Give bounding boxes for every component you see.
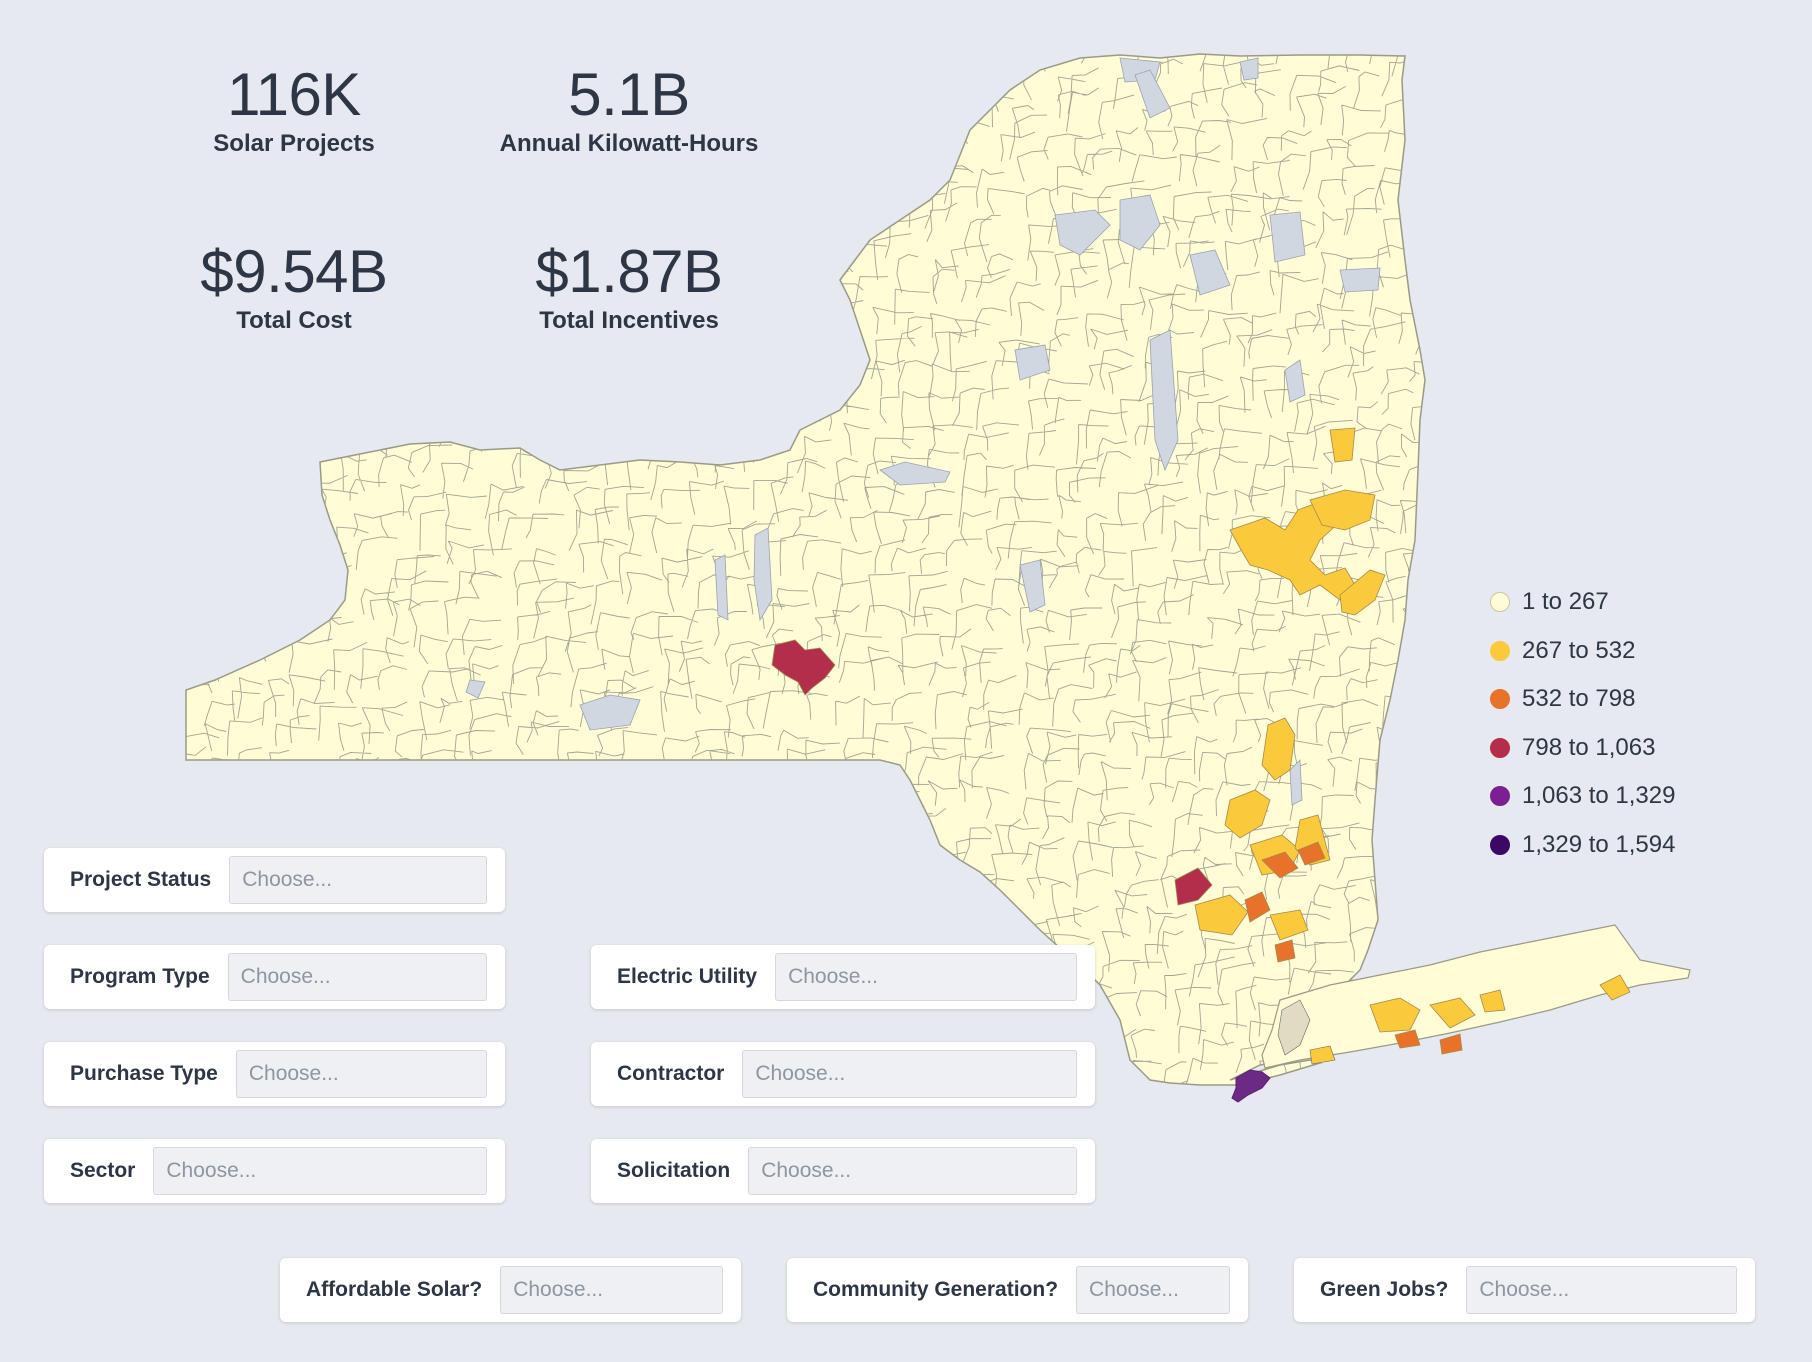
community-generation-select[interactable]: Choose...	[1076, 1266, 1230, 1314]
electric-utility-select[interactable]: Choose...	[775, 953, 1077, 1001]
stat-total-incentives: $1.87B Total Incentives	[459, 239, 799, 335]
water-bodies	[465, 57, 1381, 806]
region-267-532	[1261, 717, 1296, 781]
legend-swatch	[1490, 834, 1510, 855]
region-267-532	[1224, 789, 1271, 839]
filter-community-generation: Community Generation? Choose...	[787, 1258, 1248, 1322]
legend-item: 267 to 532	[1490, 627, 1675, 676]
choropleth-regions	[771, 427, 1631, 1055]
project-status-select[interactable]: Choose...	[229, 856, 487, 904]
stat-annual-kwh: 5.1B Annual Kilowatt-Hours	[459, 62, 799, 158]
filter-purchase-type: Purchase Type Choose...	[44, 1042, 505, 1106]
state-land	[185, 53, 1641, 1086]
stat-solar-projects: 116K Solar Projects	[124, 62, 464, 158]
region-532-798	[1394, 1029, 1421, 1049]
legend-label: 267 to 532	[1522, 636, 1636, 664]
stat-value: $1.87B	[535, 238, 723, 305]
stat-value: 116K	[227, 61, 361, 128]
legend-swatch	[1490, 737, 1510, 758]
filter-solicitation: Solicitation Choose...	[591, 1139, 1095, 1203]
legend-item: 1,329 to 1,594	[1490, 821, 1675, 870]
filter-label: Purchase Type	[70, 1062, 218, 1085]
filter-label: Project Status	[70, 868, 212, 891]
filter-label: Sector	[70, 1159, 136, 1182]
stat-total-cost: $9.54B Total Cost	[124, 239, 464, 335]
contractor-select[interactable]: Choose...	[742, 1050, 1077, 1098]
legend-item: 532 to 798	[1490, 675, 1675, 724]
region-798-1063	[1174, 867, 1213, 906]
sector-select[interactable]: Choose...	[153, 1147, 487, 1195]
filter-label: Green Jobs?	[1320, 1278, 1449, 1301]
region-267-532	[1269, 909, 1309, 941]
stat-value: 5.1B	[568, 61, 690, 128]
region-267-532	[1309, 489, 1376, 531]
region-532-798	[1244, 891, 1271, 923]
solicitation-select[interactable]: Choose...	[748, 1147, 1077, 1195]
filter-label: Community Generation?	[813, 1278, 1059, 1301]
legend-swatch	[1490, 786, 1510, 807]
legend-swatch	[1490, 689, 1510, 710]
legend-item: 798 to 1,063	[1490, 724, 1675, 773]
stat-label: Total Incentives	[539, 307, 719, 334]
region-532-798	[1297, 841, 1326, 866]
region-532-798	[1439, 1033, 1463, 1055]
affordable-solar-select[interactable]: Choose...	[500, 1266, 723, 1314]
purchase-type-select[interactable]: Choose...	[235, 1050, 487, 1098]
region-267-532	[1599, 974, 1631, 1001]
filter-label: Program Type	[70, 965, 210, 988]
legend-label: 798 to 1,063	[1522, 733, 1656, 761]
legend-item: 1 to 267	[1490, 578, 1675, 627]
filter-project-status: Project Status Choose...	[44, 848, 505, 912]
filter-label: Contractor	[617, 1062, 725, 1085]
region-798-1063	[771, 639, 836, 696]
filter-green-jobs: Green Jobs? Choose...	[1294, 1258, 1755, 1322]
legend-label: 1,063 to 1,329	[1522, 782, 1676, 810]
legend-label: 1 to 267	[1522, 588, 1609, 616]
legend: 1 to 267 267 to 532 532 to 798 798 to 1,063…	[1490, 578, 1675, 869]
region-267-532	[1339, 569, 1386, 616]
staten-island	[1231, 1069, 1271, 1103]
region-267-532	[1429, 997, 1476, 1029]
green-jobs-select[interactable]: Choose...	[1466, 1266, 1737, 1314]
region-267-532	[1479, 989, 1506, 1013]
filter-electric-utility: Electric Utility Choose...	[591, 945, 1095, 1009]
legend-label: 1,329 to 1,594	[1522, 830, 1676, 858]
stat-label: Total Cost	[236, 307, 352, 334]
stat-value: $9.54B	[200, 238, 388, 305]
filter-program-type: Program Type Choose...	[44, 945, 505, 1009]
filter-label: Solicitation	[617, 1159, 731, 1182]
filter-label: Electric Utility	[617, 965, 758, 988]
long-island	[1261, 924, 1691, 1069]
filter-sector: Sector Choose...	[44, 1139, 505, 1203]
legend-swatch	[1490, 640, 1510, 661]
region-267-532	[1194, 894, 1249, 936]
program-type-select[interactable]: Choose...	[227, 953, 487, 1001]
filter-affordable-solar: Affordable Solar? Choose...	[280, 1258, 741, 1322]
region-267-532	[1369, 997, 1421, 1033]
legend-item: 1,063 to 1,329	[1490, 772, 1675, 821]
filter-contractor: Contractor Choose...	[591, 1042, 1095, 1106]
stat-label: Solar Projects	[213, 130, 375, 157]
region-532-798	[1274, 939, 1296, 963]
region-267-532	[1329, 427, 1356, 463]
region-532-798	[1261, 851, 1299, 879]
filter-label: Affordable Solar?	[306, 1278, 483, 1301]
stat-label: Annual Kilowatt-Hours	[499, 130, 759, 157]
legend-swatch	[1490, 592, 1510, 613]
legend-label: 532 to 798	[1522, 685, 1636, 713]
nyc-area	[1277, 999, 1336, 1065]
